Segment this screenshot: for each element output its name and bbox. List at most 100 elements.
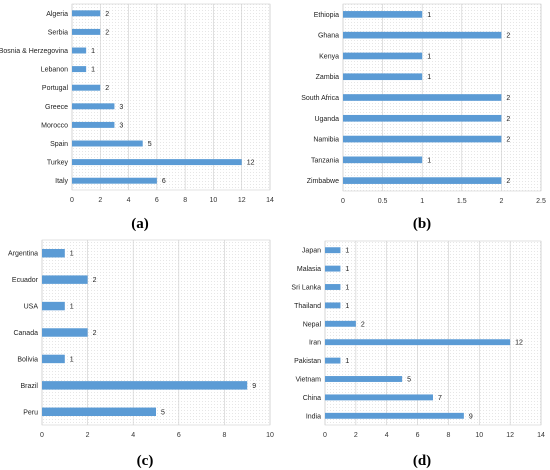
- category-label: Ecuador: [12, 277, 39, 284]
- category-label: Italy: [55, 178, 68, 185]
- bar: [72, 177, 157, 184]
- data-label: 1: [427, 53, 431, 60]
- data-label: 2: [105, 85, 109, 92]
- data-label: 1: [345, 266, 349, 273]
- x-tick-label: 1: [420, 198, 424, 205]
- chart-panel-c: 0 2 4 6 8 10 Argentina 1 Ecuador 2 USA 1 Canada 2 Boli…: [0, 235, 275, 470]
- category-label: Bolivia: [17, 356, 38, 363]
- category-label: Pakistan: [294, 358, 321, 365]
- data-label: 2: [105, 29, 109, 36]
- data-label: 7: [438, 395, 442, 402]
- x-tick-label: 0: [341, 198, 345, 205]
- bar: [343, 156, 423, 164]
- category-label: Zambia: [316, 74, 339, 81]
- bar: [343, 11, 423, 18]
- bar: [325, 284, 341, 290]
- bar: [343, 31, 502, 39]
- bar: [72, 28, 101, 35]
- chart-a-caption: (a): [131, 216, 149, 232]
- data-label: 2: [105, 11, 109, 18]
- category-label: Thailand: [294, 303, 321, 310]
- data-label: 2: [506, 178, 510, 185]
- bar: [325, 265, 341, 272]
- x-tick-label: 10: [475, 432, 483, 439]
- bar: [42, 328, 88, 337]
- category-label: Iran: [309, 340, 321, 347]
- category-label: Brazil: [20, 383, 38, 390]
- bar: [343, 52, 423, 60]
- x-tick-label: 6: [416, 432, 420, 439]
- chart-d-caption: (d): [412, 453, 432, 469]
- x-tick-label: 2: [354, 432, 358, 439]
- category-label: Ghana: [318, 33, 339, 40]
- category-label: Japan: [302, 248, 321, 255]
- category-label: Zimbabwe: [307, 178, 339, 185]
- category-label: Namibia: [313, 137, 339, 144]
- bar: [325, 320, 356, 327]
- chart-b-svg: 0 0.5 1 1.5 2 2.5 Ethiopia 1 Ghana 2 Kenya 1 Zambia 1…: [301, 3, 546, 205]
- category-label: Kenya: [319, 53, 339, 60]
- x-tick-label: 2: [98, 197, 102, 204]
- category-label: Turkey: [47, 160, 69, 167]
- category-label: Algeria: [46, 11, 68, 18]
- data-label: 1: [345, 358, 349, 365]
- chart-panel-a: 0 2 4 6 8 10 12 14 Algeria 2 Serbia 2 Bosnia & Herze…: [0, 0, 275, 235]
- bar: [72, 66, 87, 73]
- data-label: 2: [506, 95, 510, 102]
- data-label: 1: [345, 303, 349, 310]
- bar: [325, 302, 341, 309]
- x-tick-label: 12: [238, 197, 246, 204]
- bar: [343, 177, 502, 184]
- x-tick-label: 0.5: [378, 198, 388, 205]
- x-tick-label: 8: [222, 432, 226, 439]
- chart-c-svg: 0 2 4 6 8 10 Argentina 1 Ecuador 2 USA 1 Canada 2 Boli…: [8, 239, 274, 439]
- bar: [343, 73, 423, 81]
- chart-b-caption: (b): [412, 216, 432, 232]
- x-tick-label: 1.5: [457, 198, 467, 205]
- chart-panel-b: 0 0.5 1 1.5 2 2.5 Ethiopia 1 Ghana 2 Kenya 1 Zambia 1…: [275, 0, 550, 235]
- category-label: USA: [24, 304, 39, 311]
- x-tick-label: 14: [537, 432, 545, 439]
- bar: [42, 407, 156, 417]
- category-label: Sri Lanka: [291, 285, 321, 292]
- bar: [343, 135, 502, 143]
- data-label: 2: [506, 33, 510, 40]
- data-label: 9: [469, 413, 473, 420]
- bar: [343, 94, 502, 101]
- x-tick-label: 8: [183, 197, 187, 204]
- category-label: Lebanon: [41, 67, 68, 74]
- category-label: Peru: [23, 409, 38, 416]
- category-label: Nepal: [303, 321, 322, 328]
- category-label: Portugal: [42, 85, 69, 92]
- x-tick-label: 2: [86, 432, 90, 439]
- data-label: 12: [247, 160, 255, 167]
- x-tick-label: 4: [385, 432, 389, 439]
- data-label: 1: [427, 157, 431, 164]
- bar: [325, 247, 341, 254]
- category-label: Canada: [13, 330, 38, 337]
- plot-area: [324, 240, 542, 426]
- bar: [42, 248, 65, 258]
- bar: [72, 121, 115, 128]
- bar: [325, 394, 433, 401]
- bar: [325, 412, 464, 419]
- data-label: 1: [345, 248, 349, 255]
- category-label: Ethiopia: [314, 12, 339, 19]
- category-label: Vietnam: [295, 377, 321, 384]
- data-label: 1: [91, 67, 95, 74]
- bar: [343, 114, 502, 122]
- category-label: Argentina: [8, 251, 38, 258]
- data-label: 1: [91, 48, 95, 55]
- bar: [42, 301, 65, 311]
- bar: [42, 275, 88, 284]
- x-tick-label: 2: [499, 198, 503, 205]
- data-label: 5: [161, 409, 165, 416]
- x-tick-label: 4: [127, 197, 131, 204]
- x-tick-label: 0: [323, 432, 327, 439]
- chart-c-caption: (c): [136, 453, 154, 469]
- data-label: 2: [93, 330, 97, 337]
- bar: [72, 47, 87, 54]
- x-tick-label: 8: [446, 432, 450, 439]
